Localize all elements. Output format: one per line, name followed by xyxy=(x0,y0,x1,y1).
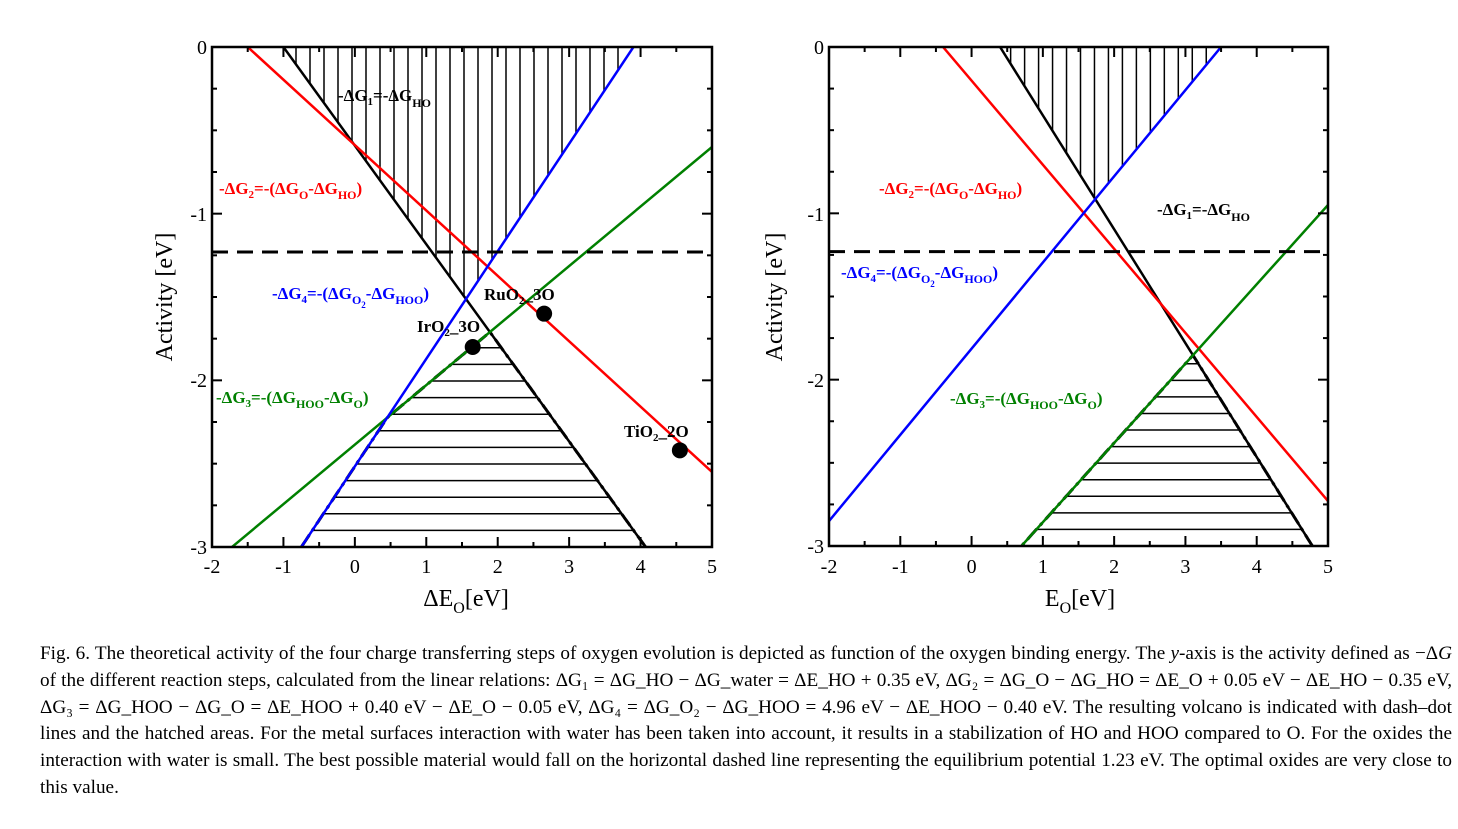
right-x-tick-label: -2 xyxy=(821,556,838,578)
left-x-tick-label: -2 xyxy=(204,556,221,578)
right-x-tick-label: 3 xyxy=(1180,556,1190,578)
left-y-tick-label: -2 xyxy=(190,370,207,392)
left-x-tick-label: 3 xyxy=(564,556,574,578)
caption-part-3: of the different reaction steps, calcula… xyxy=(40,669,1452,798)
right-g1-label: -ΔG1=-ΔGHO xyxy=(1157,200,1250,224)
caption-y-italic: y xyxy=(1170,643,1179,664)
left-point-label-ruo2: RuO2_3O xyxy=(484,285,555,307)
right-x-tick-label: 2 xyxy=(1109,556,1119,578)
figure-plots: -2 -1 0 1 2 3 4 5 0 -1 -2 -3 ΔEO[eV] Act… xyxy=(152,37,1333,617)
right-x-axis-label: EO[eV] xyxy=(1045,586,1115,617)
right-x-tick-label: 4 xyxy=(1252,556,1262,578)
right-plot-frame xyxy=(827,45,1330,548)
left-g4-line xyxy=(300,47,635,547)
right-x-tick-label: -1 xyxy=(892,556,909,578)
right-g4-label: -ΔG4=-(ΔGO2-ΔGHOO) xyxy=(841,263,998,289)
left-y-axis-label: Activity [eV] xyxy=(152,233,178,362)
left-x-tick-label: 5 xyxy=(707,556,717,578)
left-x-axis-label: ΔEO[eV] xyxy=(423,586,509,617)
right-y-tick-label: -3 xyxy=(807,536,824,558)
right-g3-line xyxy=(1020,204,1328,546)
right-g3-label: -ΔG3=-(ΔGHOO-ΔGO) xyxy=(950,389,1103,412)
left-x-tick-label: 4 xyxy=(636,556,646,578)
left-ticks xyxy=(211,46,713,548)
left-data-point xyxy=(671,442,688,459)
left-x-tick-label: 0 xyxy=(350,556,360,578)
left-y-tick-label: -1 xyxy=(190,204,207,226)
left-point-label-tio2: TiO2_2O xyxy=(624,422,689,444)
left-g2-line xyxy=(246,47,712,473)
figure-caption: Fig. 6. The theoretical activity of the … xyxy=(40,641,1452,802)
right-y-tick-label: -1 xyxy=(807,204,824,226)
left-g3-line xyxy=(230,146,712,547)
left-g4-label: -ΔG4=-(ΔGO2-ΔGHOO) xyxy=(272,284,429,310)
right-x-tick-label: 1 xyxy=(1038,556,1048,578)
right-panel: -2 -1 0 1 2 3 4 5 0 -1 -2 -3 EO[eV] Acti… xyxy=(762,37,1333,617)
right-x-tick-label: 5 xyxy=(1323,556,1333,578)
caption-g-italic: G xyxy=(1438,643,1452,664)
left-x-tick-label: 2 xyxy=(493,556,503,578)
right-y-tick-label: 0 xyxy=(814,37,824,59)
left-x-tick-label: -1 xyxy=(275,556,292,578)
right-g4-line xyxy=(829,47,1223,522)
caption-part-1: Fig. 6. The theoretical activity of the … xyxy=(40,643,1171,664)
right-g2-label: -ΔG2=-(ΔGO-ΔGHO) xyxy=(879,179,1022,202)
left-y-tick-label: 0 xyxy=(197,37,207,59)
left-point-label-iro2: IrO2_3O xyxy=(417,317,480,339)
right-g2-line xyxy=(942,47,1328,502)
right-y-tick-label: -2 xyxy=(807,370,824,392)
right-x-tick-label: 0 xyxy=(967,556,977,578)
right-ticks xyxy=(828,46,1329,547)
left-g3-label: -ΔG3=-(ΔGHOO-ΔGO) xyxy=(216,388,369,411)
left-x-tick-label: 1 xyxy=(421,556,431,578)
caption-part-2: -axis is the activity defined as −Δ xyxy=(1178,643,1439,664)
left-panel: -2 -1 0 1 2 3 4 5 0 -1 -2 -3 ΔEO[eV] Act… xyxy=(152,37,717,617)
left-y-tick-label: -3 xyxy=(190,537,207,559)
left-data-point xyxy=(536,305,553,322)
right-y-axis-label: Activity [eV] xyxy=(762,233,788,362)
left-data-point xyxy=(464,339,481,355)
left-g2-label: -ΔG2=-(ΔGO-ΔGHO) xyxy=(219,179,362,202)
